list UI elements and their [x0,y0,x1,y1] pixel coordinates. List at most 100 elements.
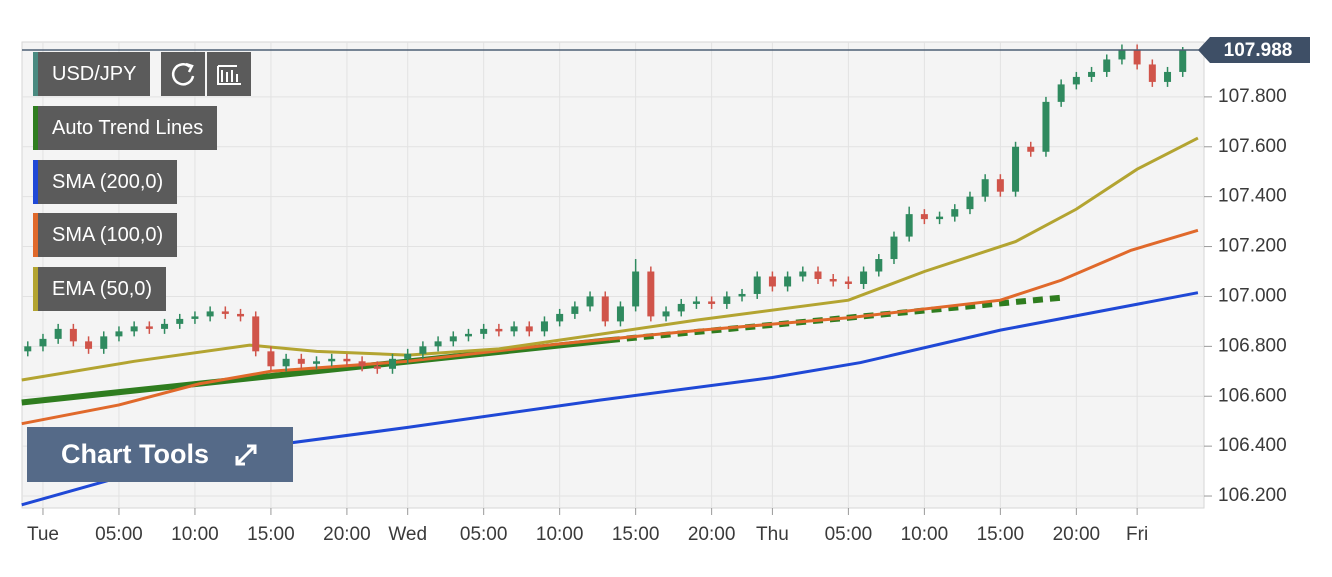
candle-body [951,209,959,217]
symbol-label[interactable]: USD/JPY [33,52,151,96]
candle-body [69,328,77,342]
legend-item[interactable]: Auto Trend Lines [33,106,218,150]
candle-body [1088,71,1096,77]
candle-body [860,271,868,284]
x-tick-label: Fri [1126,524,1148,545]
candle-body [905,214,913,237]
indicator-line [21,136,1199,382]
candle-body [768,276,776,287]
candle-body [1042,101,1050,152]
refresh-button[interactable] [161,52,205,96]
candle-body [616,306,624,322]
candle-body [586,296,594,307]
candle-body [85,341,93,349]
y-tick-label: 107.600 [1218,136,1287,157]
candle-body [267,351,275,367]
candle-body [1103,59,1111,72]
candle-body [206,311,214,317]
x-tick-label: 10:00 [901,524,949,545]
candle-body [282,358,290,367]
x-tick-label: 10:00 [171,524,219,545]
x-tick-label: 05:00 [460,524,508,545]
candle-body [449,336,457,342]
x-tick-label: 20:00 [688,524,736,545]
candle-body [1072,76,1080,85]
candle-body [297,358,305,364]
candle-body [708,301,716,304]
candle-body [920,214,928,220]
candle-body [1118,49,1126,60]
candle-body [1179,49,1187,72]
candle-body [1164,71,1172,82]
candle-body [814,271,822,279]
candle-body [54,328,62,339]
candle-body [556,313,564,322]
candle-body [130,326,138,332]
y-tick-label: 107.000 [1218,285,1287,306]
candle-body [434,341,442,347]
candle-body [115,331,123,337]
x-tick-label: 10:00 [536,524,584,545]
candle-body [39,338,47,347]
x-tick-label: Tue [27,524,59,545]
candle-body [692,301,700,304]
candle-body [753,276,761,294]
x-tick-label: 05:00 [95,524,143,545]
chart-tools-button[interactable]: Chart Tools [27,427,293,482]
candle-body [145,326,153,329]
candle-body [784,276,792,287]
y-tick-label: 107.400 [1218,186,1287,207]
candle-body [221,311,229,314]
candle-body [328,358,336,362]
candle-body [464,333,472,337]
candle-body [540,321,548,332]
y-tick-label: 106.200 [1218,485,1287,506]
candle-body [799,271,807,277]
legend-item[interactable]: EMA (50,0) [33,267,167,311]
candle-body [313,361,321,364]
bars-icon [217,65,241,85]
candle-body [176,318,184,324]
y-tick-label: 107.800 [1218,86,1287,107]
candle-body [875,259,883,272]
last-price-box [1198,36,1310,63]
candle-body [1133,49,1141,65]
refresh-icon [171,62,195,86]
candle-body [981,179,989,197]
legend-item[interactable]: SMA (200,0) [33,160,178,204]
candle-body [404,353,412,359]
x-tick-label: Thu [756,524,789,545]
candle-body [677,303,685,312]
candle-body [525,326,533,332]
candle-body [161,323,169,329]
candle-body [495,328,503,332]
x-tick-label: 20:00 [1053,524,1101,545]
chart-tools-label: Chart Tools [61,439,209,469]
candle-body [343,358,351,362]
candle-body [373,366,381,369]
x-tick-label: Wed [388,524,427,545]
candle-body [358,361,366,367]
y-tick-label: 106.400 [1218,435,1287,456]
bars-button[interactable] [207,52,251,96]
candle-body [936,216,944,220]
candle-body [1057,84,1065,102]
candle-body [738,293,746,297]
candle-body [510,326,518,332]
candle-body [632,271,640,307]
candle-body [1148,64,1156,82]
y-tick-label: 106.600 [1218,385,1287,406]
candle-body [723,296,731,304]
last-price-label: 107.988 [1224,40,1293,61]
candle-body [191,316,199,319]
candle-body [237,313,245,317]
legend-item[interactable]: SMA (100,0) [33,213,178,257]
expand-icon [235,444,257,466]
candle-body [24,346,32,352]
candle-body [662,311,670,317]
candle-body [419,346,427,354]
x-tick-label: 15:00 [977,524,1025,545]
candle-body [388,358,396,369]
candle-body [1027,146,1035,152]
